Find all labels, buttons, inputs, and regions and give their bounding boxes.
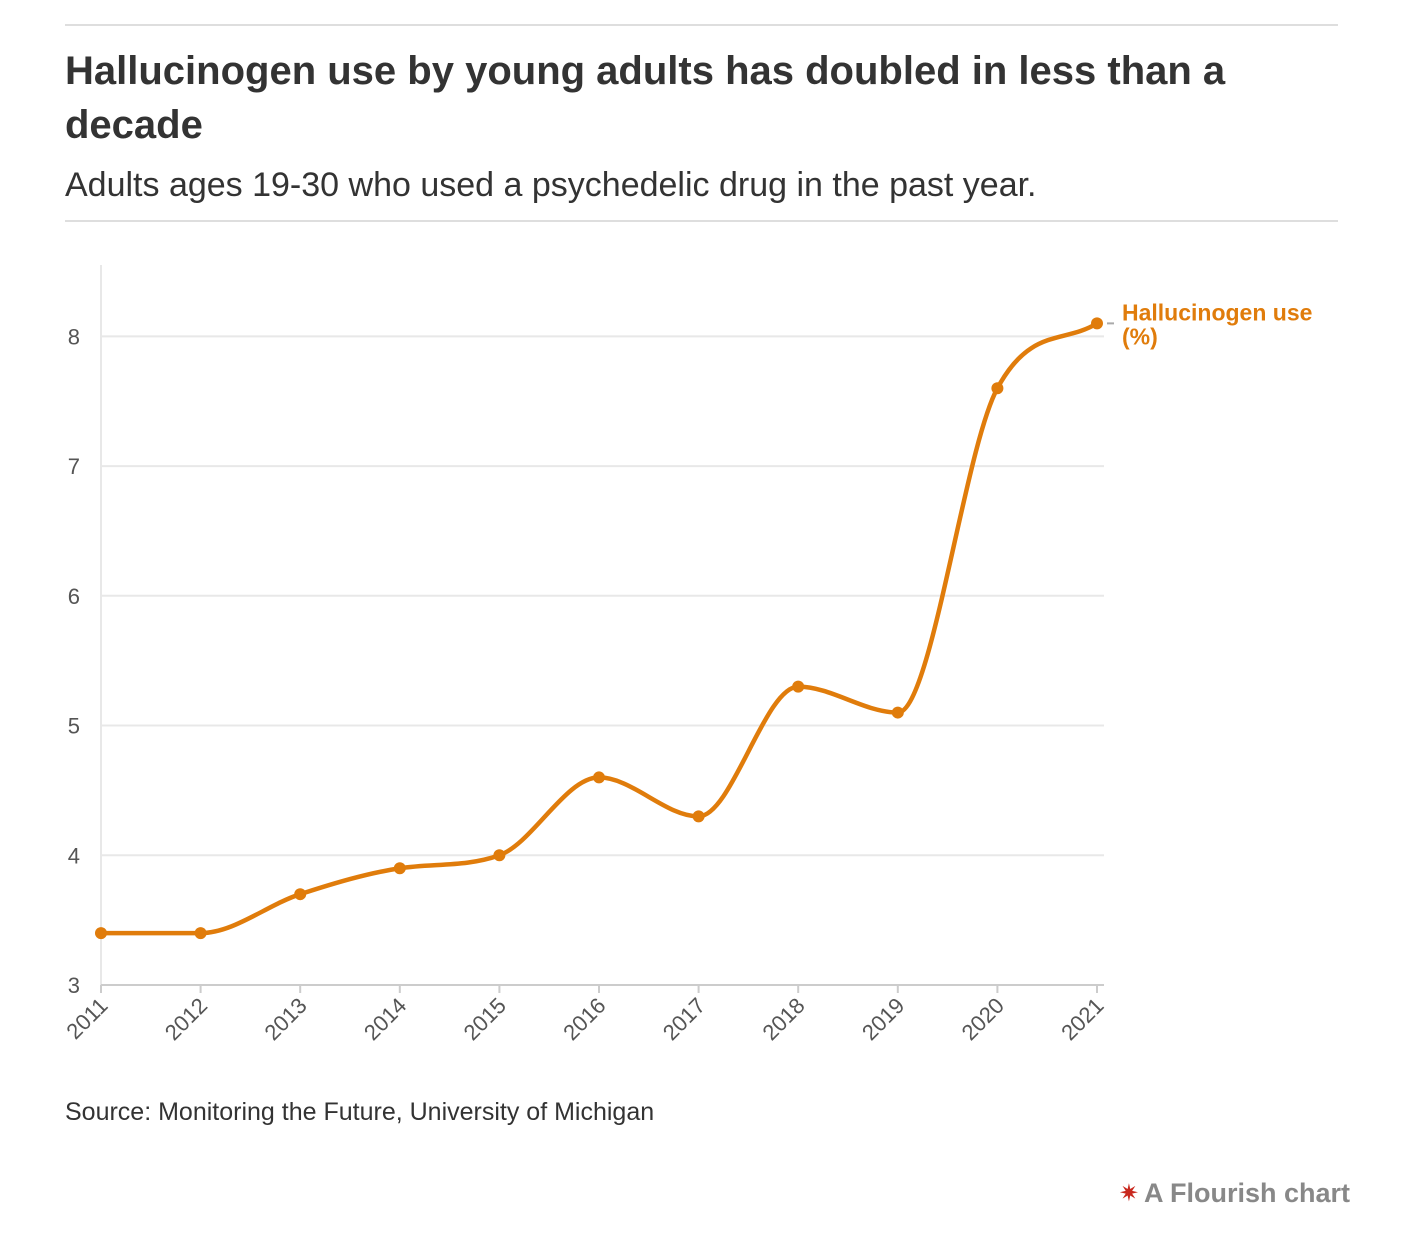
y-tick-label-5: 5 [68,714,80,739]
x-tick-label-2020: 2020 [957,993,1009,1045]
x-tick-label-2015: 2015 [459,993,511,1045]
data-point-2012 [194,927,207,940]
x-tick-label-2011: 2011 [61,993,112,1044]
y-tick-label-3: 3 [68,973,80,998]
chart-subtitle: Adults ages 19-30 who used a psychedelic… [65,166,1037,204]
series-line-hallucinogen-use [98,321,1100,936]
data-point-2020 [991,382,1004,395]
x-tick-label-2019: 2019 [857,993,909,1045]
x-tick-label-2017: 2017 [658,993,710,1045]
data-point-2015 [493,849,506,862]
series-label-hallucinogen-use: Hallucinogen use (%) [1122,299,1312,349]
data-point-2019 [891,706,904,719]
data-point-2017 [692,810,705,823]
x-tick-label-2014: 2014 [359,993,411,1045]
axes [100,265,1104,986]
y-tick-label-6: 6 [68,584,80,609]
series-labels: Hallucinogen use (%) [1107,299,1312,349]
top-rule [65,24,1338,26]
flourish-star-icon: ✷ [1118,1180,1139,1207]
x-tick-label-2012: 2012 [160,993,212,1045]
data-point-2018 [792,680,805,693]
header-rule [65,220,1338,222]
credit-text: A Flourish chart [1143,1178,1350,1208]
x-tick-label-2018: 2018 [757,993,809,1045]
y-tick-label-4: 4 [68,843,80,868]
x-tick-label-2021: 2021 [1056,993,1108,1045]
chart-title: Hallucinogen use by young adults has dou… [65,49,1226,147]
gridlines [101,335,1104,857]
data-point-2014 [393,862,406,875]
y-tick-label-8: 8 [68,324,80,349]
x-tick-label-2013: 2013 [259,993,311,1045]
x-axis-ticks: 2011 2012 2013 2014 2015 2016 2017 2018 2019 2020… [61,985,1109,1045]
data-point-2013 [294,888,307,901]
data-points [95,317,1103,940]
source-note: Source: Monitoring the Future, Universit… [65,1098,655,1126]
y-axis-ticks: 3 4 5 6 7 8 [68,324,80,998]
data-point-2011 [95,927,107,940]
data-point-2021 [1091,317,1103,330]
data-point-2016 [593,771,605,784]
x-tick-label-2016: 2016 [558,993,610,1045]
flourish-credit-link[interactable]: ✷ A Flourish chart [1119,1178,1350,1209]
y-tick-label-7: 7 [68,454,80,479]
